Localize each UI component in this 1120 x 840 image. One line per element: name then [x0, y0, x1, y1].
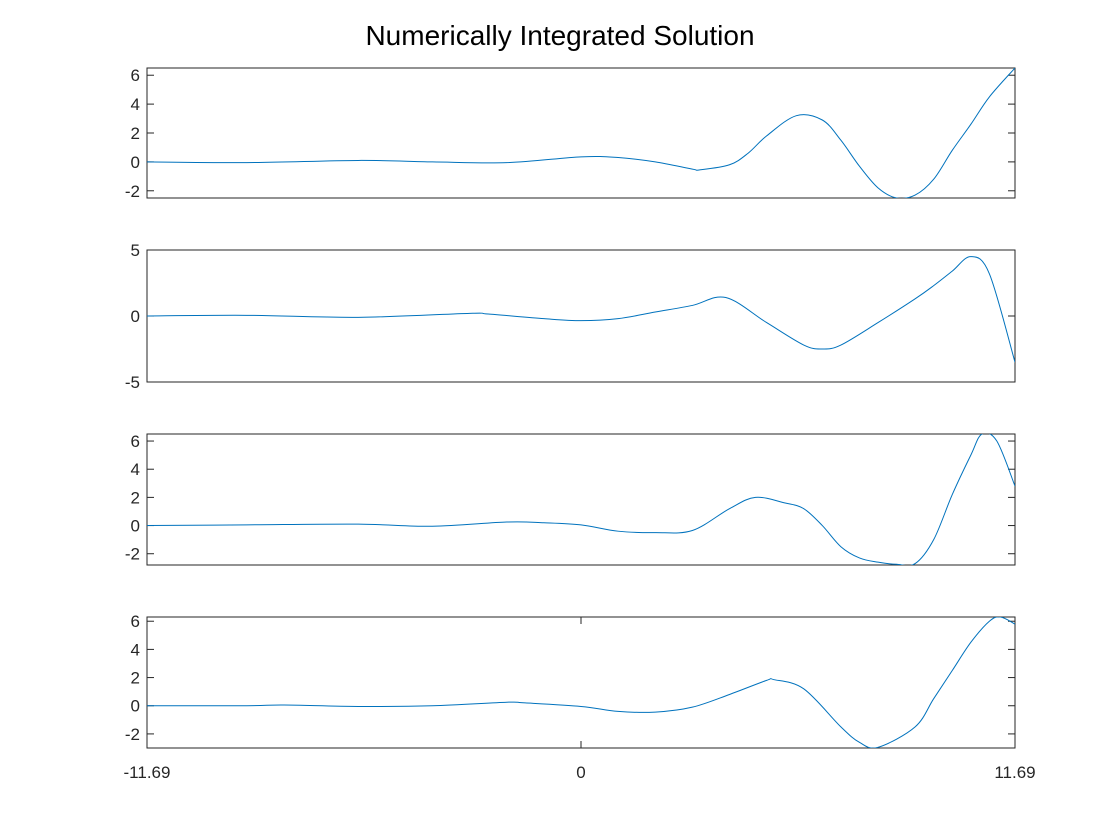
subplot-3: -2 0 2 4 6	[125, 432, 1016, 566]
y-tick-label: 2	[131, 124, 140, 143]
series-line-2	[147, 256, 1015, 363]
subplot-2: -5 0 5	[125, 241, 1016, 392]
y-tick-label: -2	[125, 725, 140, 744]
x-tick-label: 11.69	[994, 763, 1035, 782]
subplots: -2 0 2 4 6 -5 0 5 -2 0 2 4 6 -2 0 2 4 6 -11.69 0 11.69	[124, 66, 1036, 782]
y-tick-label: 0	[131, 153, 140, 172]
x-tick-label: 0	[576, 763, 585, 782]
y-tick-label: 6	[131, 432, 140, 451]
subplot-3-axes-box	[146, 433, 1016, 566]
y-tick-label: -5	[125, 373, 140, 392]
y-tick-label: 0	[131, 307, 140, 326]
series-line-1	[147, 68, 1015, 198]
y-tick-label: 4	[131, 640, 140, 659]
subplot-1: -2 0 2 4 6	[125, 66, 1016, 201]
subplot-1-axes-box	[146, 67, 1016, 199]
x-tick-label: -11.69	[124, 763, 171, 782]
series-line-3	[147, 434, 1015, 565]
y-tick-label: -2	[125, 545, 140, 564]
subplot-4: -2 0 2 4 6 -11.69 0 11.69	[124, 612, 1036, 782]
y-tick-label: 0	[131, 697, 140, 716]
series-line-4	[147, 617, 1015, 748]
y-tick-label: 6	[131, 612, 140, 631]
y-tick-label: 4	[131, 460, 140, 479]
y-tick-label: 2	[131, 669, 140, 688]
y-tick-label: 5	[131, 241, 140, 260]
y-tick-label: 2	[131, 488, 140, 507]
y-tick-label: 6	[131, 66, 140, 85]
y-tick-label: 0	[131, 517, 140, 536]
y-tick-label: -2	[125, 182, 140, 201]
subplot-4-axes-box	[146, 616, 1016, 749]
chart-title: Numerically Integrated Solution	[365, 20, 754, 51]
y-tick-label: 4	[131, 95, 140, 114]
